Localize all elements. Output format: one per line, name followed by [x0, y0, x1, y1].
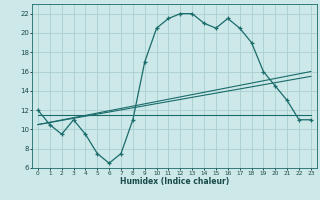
X-axis label: Humidex (Indice chaleur): Humidex (Indice chaleur) [120, 177, 229, 186]
